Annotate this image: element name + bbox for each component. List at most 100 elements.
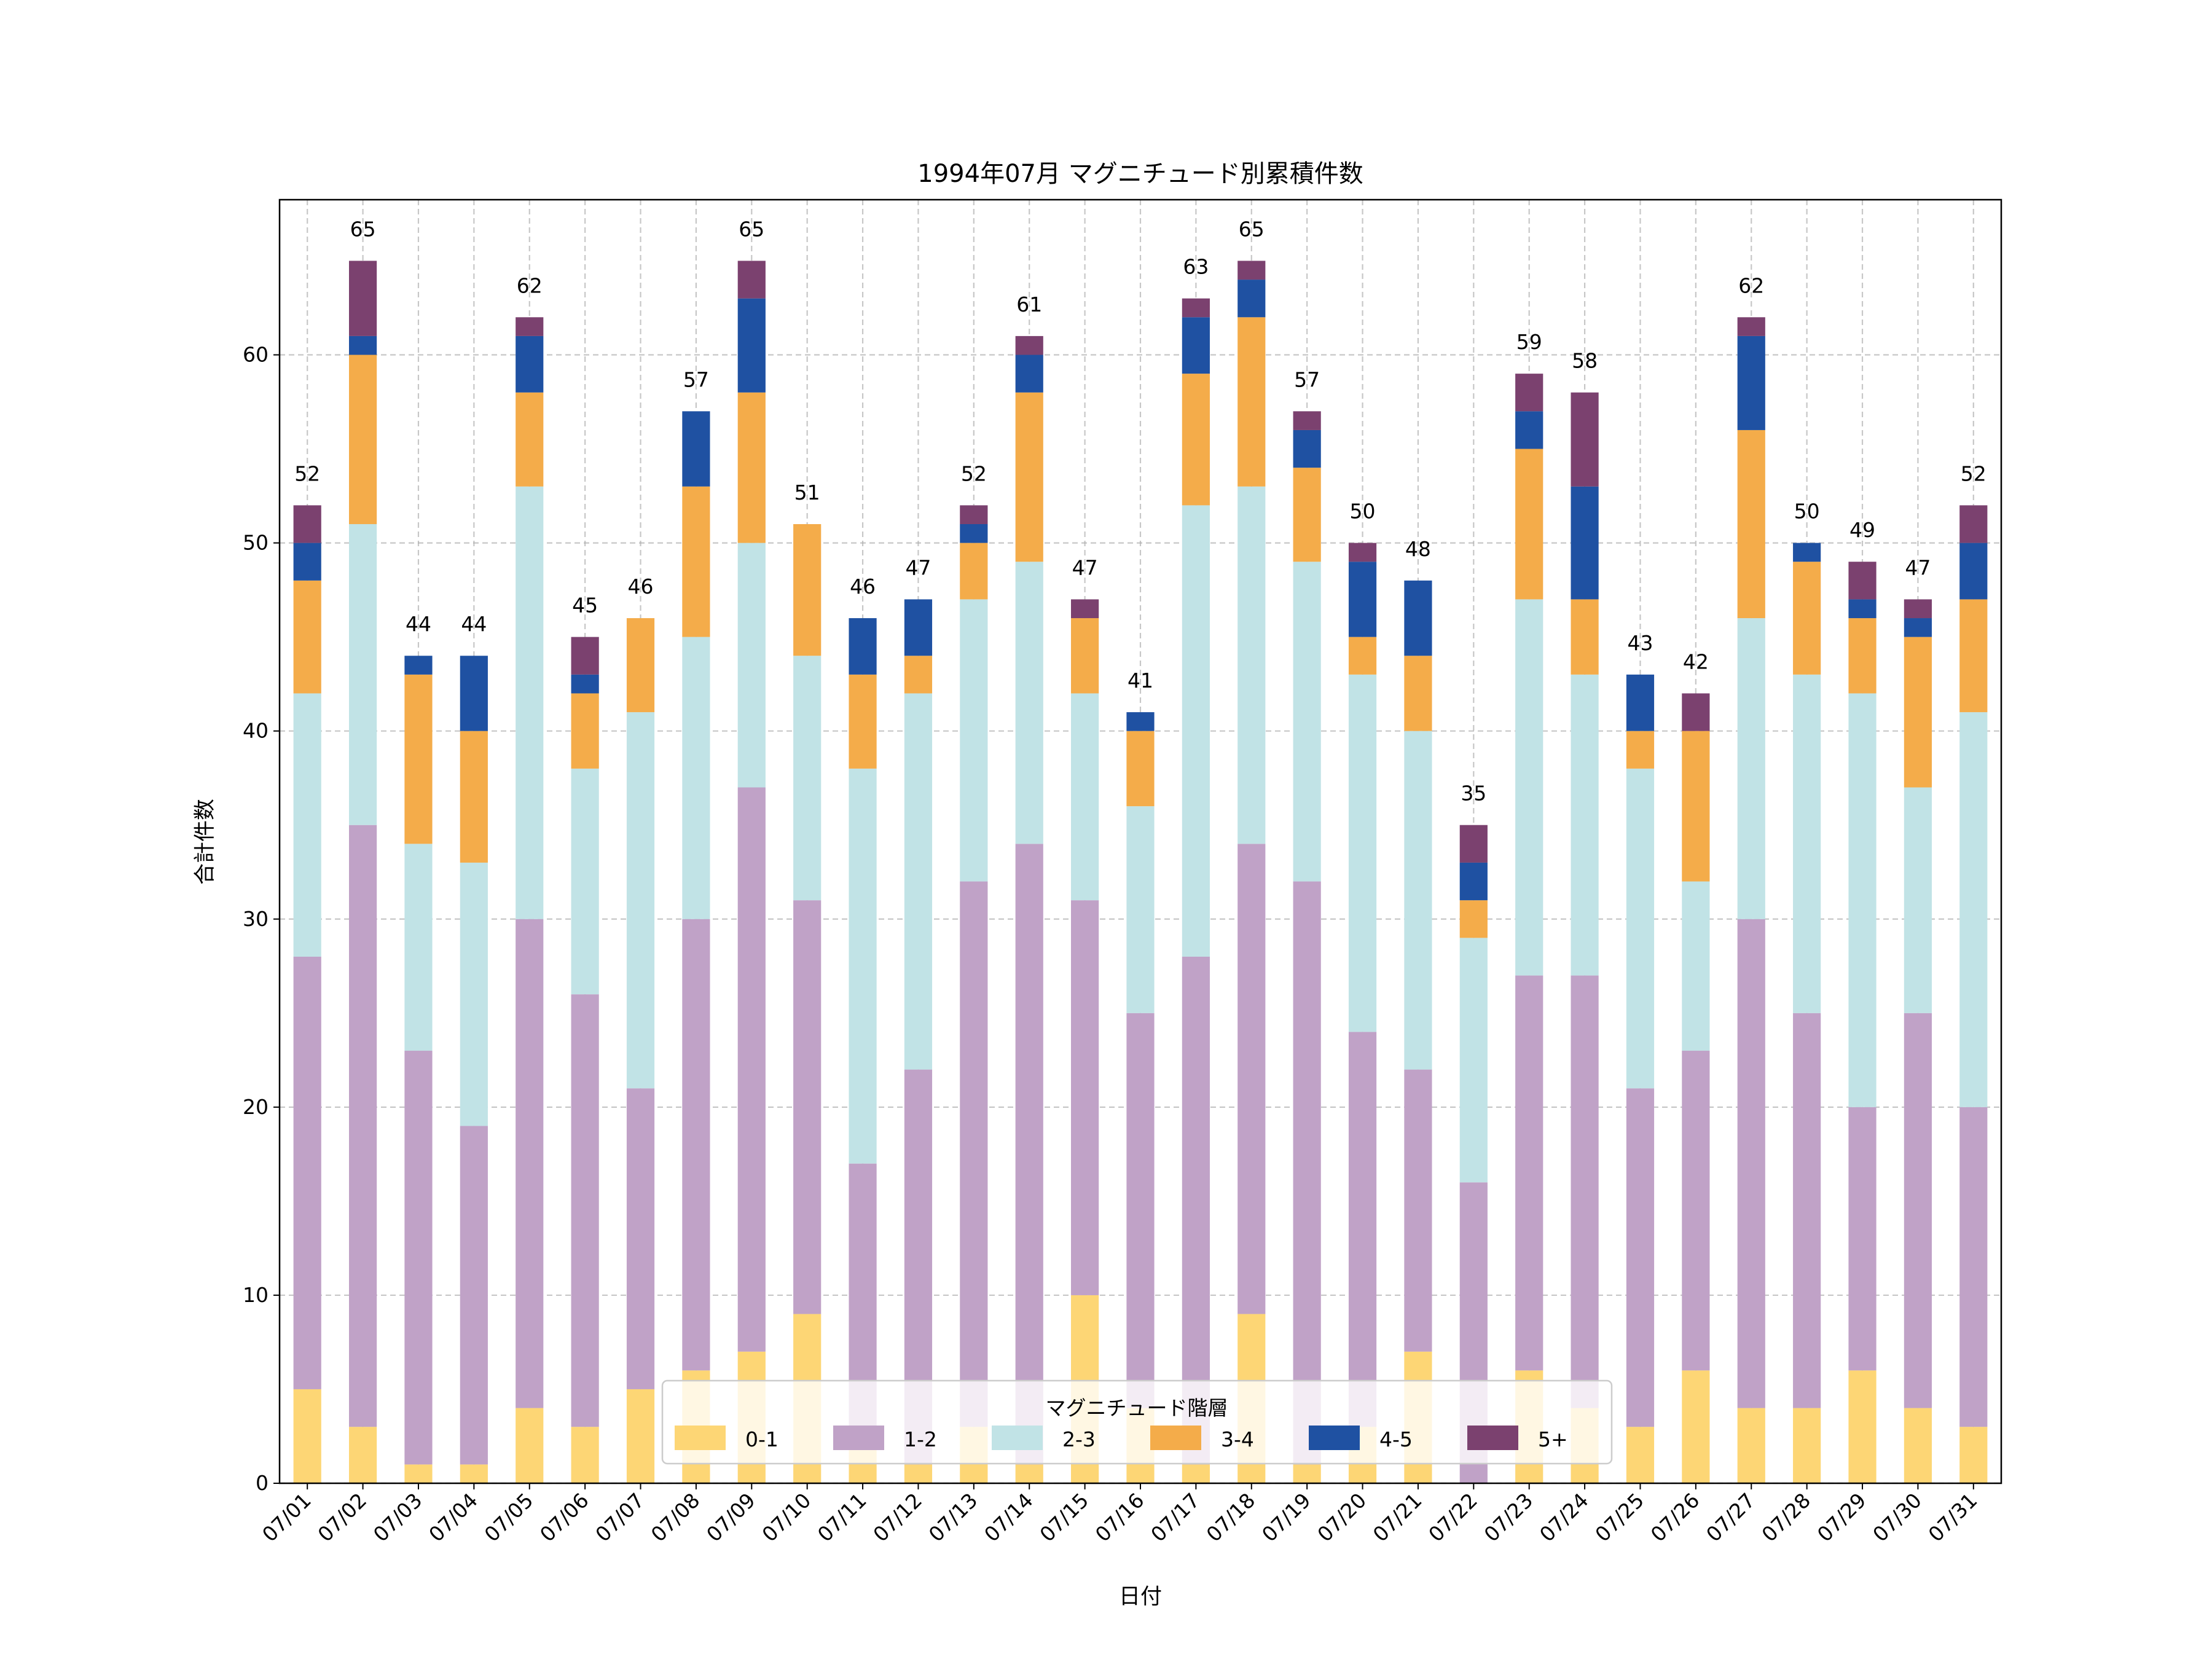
bar-segment-1-2-07-24 bbox=[1571, 975, 1599, 1408]
total-label: 50 bbox=[1794, 500, 1820, 524]
bar-segment-4-5-07-27 bbox=[1737, 335, 1765, 430]
bar-segment-2-3-07-14 bbox=[1015, 562, 1043, 844]
bar-segment-5plus-07-15 bbox=[1071, 599, 1099, 619]
bar-segment-0-1-07-31 bbox=[1959, 1427, 1988, 1483]
bar-segment-3-4-07-23 bbox=[1515, 449, 1543, 600]
bar-segment-5plus-07-14 bbox=[1015, 335, 1043, 355]
bar-segment-2-3-07-28 bbox=[1793, 674, 1821, 1013]
bar-segment-1-2-07-28 bbox=[1793, 1013, 1821, 1408]
bar-segment-2-3-07-17 bbox=[1182, 505, 1210, 957]
bar-segment-1-2-07-10 bbox=[793, 900, 822, 1314]
bar-segment-2-3-07-02 bbox=[348, 524, 377, 825]
bar-segment-1-2-07-05 bbox=[516, 919, 544, 1408]
bar-segment-4-5-07-14 bbox=[1015, 355, 1043, 393]
bar-segment-1-2-07-21 bbox=[1404, 1069, 1432, 1352]
bar-segment-4-5-07-11 bbox=[849, 618, 877, 675]
bar-segment-2-3-07-09 bbox=[737, 543, 766, 788]
bar-segment-2-3-07-13 bbox=[960, 599, 988, 882]
bar-segment-1-2-07-04 bbox=[460, 1126, 488, 1465]
bar-segment-1-2-07-25 bbox=[1626, 1088, 1655, 1427]
bar-segment-5plus-07-01 bbox=[293, 505, 321, 543]
total-label: 47 bbox=[905, 555, 931, 579]
bar-segment-2-3-07-10 bbox=[793, 656, 822, 901]
bar-segment-0-1-07-07 bbox=[626, 1389, 655, 1483]
bar-segment-0-1-07-12 bbox=[904, 1464, 933, 1483]
bar-segment-2-3-07-27 bbox=[1737, 618, 1765, 919]
total-label: 51 bbox=[794, 480, 820, 504]
bar-segment-1-2-07-07 bbox=[626, 1088, 655, 1389]
bar-segment-2-3-07-25 bbox=[1626, 768, 1655, 1089]
total-label: 65 bbox=[350, 217, 376, 241]
bar-segment-3-4-07-27 bbox=[1737, 429, 1765, 619]
bar-segment-0-1-07-02 bbox=[348, 1427, 377, 1483]
legend-label: 2-3 bbox=[1062, 1427, 1096, 1451]
bar-segment-2-3-07-19 bbox=[1293, 562, 1321, 882]
bar-segment-1-2-07-23 bbox=[1515, 975, 1543, 1371]
bar-segment-3-4-07-14 bbox=[1015, 392, 1043, 562]
y-tick-label: 0 bbox=[256, 1471, 269, 1495]
legend-swatch-4-5 bbox=[1309, 1426, 1360, 1450]
total-label: 57 bbox=[1294, 367, 1320, 391]
bar-segment-2-3-07-06 bbox=[571, 768, 599, 995]
bar-segment-5plus-07-29 bbox=[1848, 562, 1877, 600]
bar-segment-4-5-07-16 bbox=[1126, 712, 1155, 731]
legend-label: 0-1 bbox=[745, 1427, 779, 1451]
x-axis-label: 日付 bbox=[1119, 1585, 1162, 1609]
total-label: 49 bbox=[1849, 518, 1875, 542]
total-label: 44 bbox=[461, 612, 487, 636]
bar-segment-5plus-07-22 bbox=[1459, 825, 1488, 863]
total-label: 45 bbox=[572, 594, 598, 618]
y-tick-label: 10 bbox=[243, 1283, 269, 1307]
bar-segment-3-4-07-05 bbox=[516, 392, 544, 487]
legend-swatch-3-4 bbox=[1150, 1426, 1201, 1450]
bar-segment-5plus-07-19 bbox=[1293, 411, 1321, 430]
bar-segment-0-1-07-28 bbox=[1793, 1408, 1821, 1483]
bar-segment-2-3-07-22 bbox=[1459, 938, 1488, 1183]
bar-segment-5plus-07-09 bbox=[737, 261, 766, 299]
bar-segment-4-5-07-04 bbox=[460, 656, 488, 731]
bar-segment-4-5-07-02 bbox=[348, 335, 377, 355]
total-label: 44 bbox=[406, 612, 431, 636]
bar-segment-1-2-07-01 bbox=[293, 956, 321, 1389]
bar-segment-5plus-07-17 bbox=[1182, 298, 1210, 318]
bar-segment-0-1-07-19 bbox=[1293, 1464, 1321, 1483]
bar-segment-5plus-07-13 bbox=[960, 505, 988, 524]
bar-segment-1-2-07-26 bbox=[1682, 1051, 1710, 1371]
bar-segment-4-5-07-20 bbox=[1348, 562, 1377, 637]
bar-segment-3-4-07-17 bbox=[1182, 374, 1210, 506]
bar-segment-3-4-07-26 bbox=[1682, 731, 1710, 882]
total-label: 46 bbox=[628, 575, 654, 598]
bar-segment-3-4-07-07 bbox=[626, 618, 655, 713]
bar-segment-1-2-07-13 bbox=[960, 881, 988, 1427]
legend-title: マグニチュード階層 bbox=[1046, 1396, 1228, 1420]
total-label: 65 bbox=[1239, 217, 1265, 241]
bar-segment-0-1-07-25 bbox=[1626, 1427, 1655, 1483]
bar-segment-1-2-07-06 bbox=[571, 994, 599, 1427]
bar-segment-3-4-07-02 bbox=[348, 355, 377, 524]
total-label: 43 bbox=[1627, 631, 1653, 655]
bar-segment-4-5-07-31 bbox=[1959, 543, 1988, 600]
total-label: 42 bbox=[1683, 649, 1709, 673]
bar-segment-2-3-07-29 bbox=[1848, 693, 1877, 1107]
bar-segment-3-4-07-10 bbox=[793, 524, 822, 656]
bar-segment-4-5-07-03 bbox=[404, 656, 433, 675]
bar-segment-1-2-07-30 bbox=[1904, 1013, 1932, 1408]
chart-title: 1994年07月 マグニチュード別累積件数 bbox=[917, 160, 1363, 188]
bar-segment-3-4-07-04 bbox=[460, 731, 488, 863]
bar-segment-3-4-07-12 bbox=[904, 656, 933, 694]
total-label: 35 bbox=[1461, 782, 1486, 806]
bar-segment-2-3-07-21 bbox=[1404, 731, 1432, 1070]
legend-label: 1-2 bbox=[904, 1427, 937, 1451]
legend-swatch-1-2 bbox=[833, 1426, 884, 1450]
bar-segment-3-4-07-22 bbox=[1459, 900, 1488, 938]
bar-segment-2-3-07-07 bbox=[626, 712, 655, 1089]
legend-swatch-5plus bbox=[1467, 1426, 1518, 1450]
bar-segment-4-5-07-23 bbox=[1515, 411, 1543, 449]
bar-segment-0-1-07-26 bbox=[1682, 1370, 1710, 1483]
total-label: 58 bbox=[1572, 349, 1598, 373]
bar-segment-4-5-07-21 bbox=[1404, 580, 1432, 656]
bar-segment-0-1-07-27 bbox=[1737, 1408, 1765, 1483]
bar-segment-4-5-07-12 bbox=[904, 599, 933, 656]
total-label: 48 bbox=[1405, 537, 1431, 561]
